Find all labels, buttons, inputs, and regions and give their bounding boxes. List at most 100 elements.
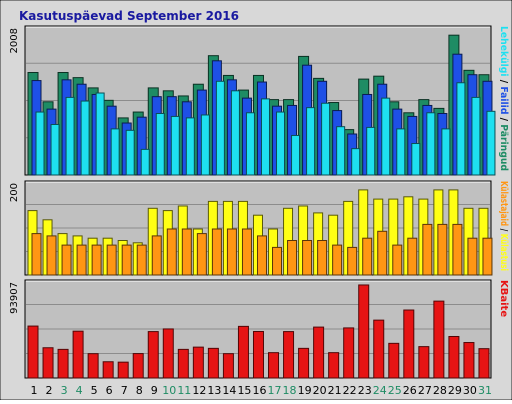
- bar-top-3-day-3: [65, 96, 75, 176]
- legend-separator: /: [498, 114, 509, 124]
- bar-middle-2-day-10: [166, 228, 177, 276]
- bar-top-3-day-23: [366, 126, 376, 176]
- x-tick-label-29: 29: [448, 384, 462, 397]
- bar-top-3-day-25: [396, 128, 406, 176]
- x-tick-label-11: 11: [177, 384, 191, 397]
- bar-top-3-day-6: [110, 128, 120, 176]
- legend-top: Lehekülgi / Failid / Päringud: [498, 26, 509, 171]
- bar-bottom-1-day-5: [87, 353, 99, 379]
- bar-top-3-day-4: [80, 100, 90, 176]
- bar-middle-2-day-4: [76, 244, 87, 276]
- x-tick-label-2: 2: [46, 384, 53, 397]
- bar-middle-2-day-20: [317, 240, 328, 276]
- bar-bottom-1-day-24: [373, 319, 385, 379]
- legend-middle: Külastajaid / Külastusi: [498, 181, 509, 271]
- x-tick-label-26: 26: [403, 384, 417, 397]
- bar-middle-2-day-19: [302, 240, 313, 276]
- bar-middle-2-day-7: [121, 244, 132, 276]
- x-tick-label-23: 23: [358, 384, 372, 397]
- bar-bottom-1-day-4: [72, 330, 84, 379]
- bar-middle-2-day-15: [241, 228, 252, 276]
- bar-bottom-1-day-1: [27, 325, 39, 379]
- x-tick-label-14: 14: [222, 384, 236, 397]
- bar-bottom-1-day-11: [177, 348, 189, 379]
- bar-top-3-day-30: [471, 96, 481, 176]
- bar-middle-2-day-16: [256, 235, 267, 276]
- bar-top-3-day-19: [306, 107, 316, 176]
- bar-bottom-1-day-30: [463, 342, 475, 379]
- bar-top-3-day-31: [486, 110, 496, 176]
- legend-bottom: KBaite: [498, 280, 509, 317]
- bar-top-3-day-29: [456, 82, 466, 176]
- bar-top-3-day-13: [215, 80, 225, 176]
- bar-bottom-1-day-3: [57, 348, 69, 379]
- x-tick-label-17: 17: [268, 384, 282, 397]
- bar-bottom-1-day-22: [343, 327, 355, 379]
- x-tick-label-7: 7: [121, 384, 128, 397]
- bar-top-3-day-17: [276, 111, 286, 176]
- legend-item: KBaite: [498, 280, 509, 317]
- bar-top-3-day-14: [230, 90, 240, 176]
- bar-bottom-1-day-27: [418, 346, 430, 379]
- x-tick-label-28: 28: [433, 384, 447, 397]
- scale-label-middle: 200: [9, 183, 20, 202]
- bar-bottom-1-day-17: [268, 352, 280, 379]
- bar-middle-2-day-18: [287, 240, 298, 276]
- bar-top-3-day-26: [411, 143, 421, 176]
- bar-bottom-1-day-29: [448, 335, 460, 379]
- bar-bottom-1-day-28: [433, 300, 445, 379]
- x-tick-label-4: 4: [76, 384, 83, 397]
- x-tick-label-9: 9: [151, 384, 158, 397]
- x-tick-label-3: 3: [61, 384, 68, 397]
- bar-middle-2-day-3: [61, 244, 72, 276]
- bar-middle-2-day-5: [91, 244, 102, 276]
- bar-top-3-day-2: [50, 123, 60, 176]
- bar-top-3-day-5: [95, 92, 105, 176]
- legend-item: Lehekülgi: [498, 26, 509, 77]
- bar-middle-2-day-8: [136, 244, 147, 276]
- bar-bottom-1-day-12: [192, 346, 204, 379]
- bar-middle-2-day-6: [106, 244, 117, 276]
- legend-item: Külastajaid: [498, 181, 509, 226]
- x-tick-label-16: 16: [252, 384, 266, 397]
- bar-top-3-day-8: [140, 148, 150, 176]
- bar-top-3-day-27: [426, 112, 436, 176]
- bar-bottom-1-day-14: [222, 353, 234, 379]
- bar-top-3-day-21: [336, 126, 346, 176]
- x-tick-label-15: 15: [237, 384, 251, 397]
- x-tick-label-8: 8: [136, 384, 143, 397]
- bar-bottom-1-day-21: [328, 352, 340, 379]
- x-tick-label-5: 5: [91, 384, 98, 397]
- legend-separator: /: [498, 226, 509, 234]
- bar-bottom-1-day-26: [403, 309, 415, 379]
- bar-bottom-1-day-7: [117, 361, 129, 379]
- x-tick-label-22: 22: [343, 384, 357, 397]
- bar-middle-2-day-27: [422, 223, 433, 276]
- x-tick-label-18: 18: [283, 384, 297, 397]
- bar-top-3-day-24: [381, 97, 391, 176]
- bar-middle-2-day-23: [362, 237, 373, 276]
- bar-middle-2-day-11: [181, 228, 192, 276]
- bar-bottom-1-day-20: [313, 326, 325, 379]
- x-tick-label-13: 13: [207, 384, 221, 397]
- bar-top-3-day-22: [351, 148, 361, 176]
- scale-label-bottom: 93907: [9, 282, 20, 314]
- x-tick-label-12: 12: [192, 384, 206, 397]
- bar-bottom-1-day-23: [358, 284, 370, 379]
- x-tick-label-31: 31: [478, 384, 492, 397]
- legend-item: Päringud: [498, 124, 509, 171]
- x-tick-label-30: 30: [463, 384, 477, 397]
- bar-top-3-day-15: [245, 112, 255, 176]
- bar-bottom-1-day-8: [132, 353, 144, 379]
- bar-middle-2-day-9: [151, 235, 162, 276]
- bar-middle-2-day-13: [211, 228, 222, 276]
- bar-middle-2-day-26: [407, 237, 418, 276]
- x-tick-label-6: 6: [106, 384, 113, 397]
- bar-top-3-day-20: [321, 102, 331, 176]
- bar-middle-2-day-29: [452, 223, 463, 276]
- bar-top-3-day-12: [200, 114, 210, 176]
- bar-middle-2-day-30: [467, 237, 478, 276]
- bar-bottom-1-day-2: [42, 347, 54, 379]
